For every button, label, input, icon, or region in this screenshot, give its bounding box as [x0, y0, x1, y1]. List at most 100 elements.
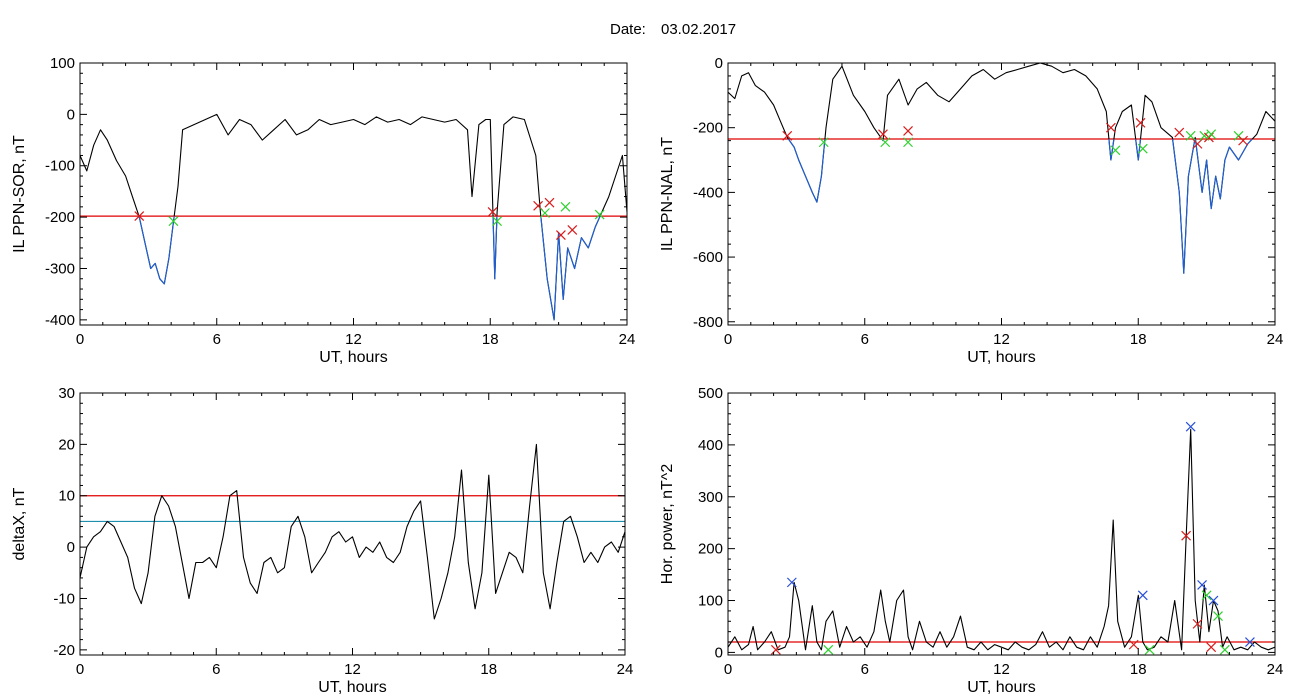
cross-marker-red: [1181, 530, 1192, 541]
cross-stroke: [168, 216, 179, 227]
y-tick-label: 0: [715, 55, 723, 72]
x-tick-label: 6: [212, 661, 220, 678]
cross-marker-red: [1128, 639, 1139, 650]
cross-marker-green: [1219, 644, 1230, 655]
cross-stroke: [1192, 138, 1203, 149]
cross-stroke: [878, 129, 888, 140]
cross-stroke: [487, 207, 498, 217]
series-group: [728, 428, 1275, 651]
series-highlight: [787, 138, 826, 203]
cross-stroke: [567, 225, 578, 235]
y-tick-label: 0: [67, 539, 75, 556]
cross-marker-blue: [1185, 421, 1196, 432]
x-tick-label: 0: [76, 661, 84, 678]
cross-stroke: [1174, 127, 1185, 138]
cross-marker-green: [168, 216, 179, 227]
y-tick-label: -10: [53, 590, 75, 607]
cross-marker-blue: [786, 577, 797, 588]
x-tick-label: 24: [617, 661, 634, 678]
cross-marker-red: [487, 207, 498, 217]
x-tick-label: 0: [724, 661, 732, 678]
cross-stroke: [880, 137, 891, 148]
y-tick-label: -200: [693, 120, 723, 137]
cross-marker-green: [823, 644, 834, 655]
date-label: Date:: [610, 21, 646, 38]
cross-stroke: [1197, 580, 1207, 590]
cross-marker-green: [1137, 143, 1148, 154]
x-tick-label: 18: [482, 331, 499, 348]
series-line: [728, 63, 1275, 274]
cross-marker-green: [880, 137, 891, 148]
cross-stroke: [1135, 117, 1146, 128]
series-highlight: [540, 215, 601, 321]
cross-marker-red: [1206, 642, 1217, 653]
cross-stroke: [1208, 595, 1219, 606]
series-highlight: [492, 216, 498, 280]
x-tick-label: 6: [213, 331, 221, 348]
y-tick-label: -200: [45, 209, 75, 226]
cross-marker-red: [1135, 117, 1146, 128]
y-tick-label: 20: [58, 436, 75, 453]
cross-stroke: [1181, 530, 1192, 541]
cross-stroke: [560, 201, 571, 212]
plot-frame: [79, 392, 626, 656]
cross-stroke: [1238, 135, 1249, 146]
cross-stroke: [770, 644, 781, 655]
panel-nal: 0 6 12 18 24 0 -200 -400 -600 -800 UT, hours IL PPN…: [659, 55, 1283, 366]
series-group: [80, 113, 627, 321]
x-tick-label: 12: [993, 661, 1010, 678]
cross-stroke: [555, 230, 566, 241]
x-tick-label: 6: [861, 331, 869, 348]
cross-stroke: [540, 208, 550, 218]
cross-stroke: [1144, 644, 1155, 655]
y-tick-label: -20: [53, 642, 75, 659]
cross-marker-green: [818, 137, 829, 148]
cross-marker-red: [1105, 122, 1116, 133]
cross-marker-blue: [1137, 590, 1148, 601]
y-tick-label: -400: [693, 184, 723, 201]
date-value: 03.02.2017: [661, 21, 736, 38]
cross-stroke: [594, 209, 605, 220]
cross-marker-red: [134, 211, 145, 222]
panel-power: 0 6 12 18 24 500 400 300 200 100 0 UT, hours Hor. po…: [659, 385, 1283, 696]
cross-marker-red: [770, 644, 781, 655]
cross-marker-green: [1144, 644, 1155, 655]
y-tick-label: 100: [698, 593, 723, 610]
x-tick-label: 24: [619, 331, 636, 348]
cross-marker-green: [1201, 590, 1212, 601]
y-tick-label: -400: [45, 312, 75, 329]
cross-marker-green: [594, 209, 605, 220]
y-axis-label: deltaX, nT: [11, 487, 28, 560]
y-tick-label: -300: [45, 260, 75, 277]
series-highlight: [1194, 138, 1253, 210]
y-tick-label: -800: [693, 314, 723, 331]
cross-stroke: [1185, 421, 1196, 432]
cross-marker-red: [903, 126, 913, 136]
x-axis-label: UT, hours: [967, 679, 1035, 696]
x-axis-label: UT, hours: [967, 349, 1035, 366]
cross-stroke: [1233, 130, 1244, 141]
cross-stroke: [1110, 145, 1121, 156]
y-tick-label: 30: [58, 385, 75, 402]
cross-stroke: [1213, 611, 1223, 622]
cross-stroke: [1219, 644, 1230, 655]
y-tick-label: -100: [45, 158, 75, 175]
cross-stroke: [1201, 590, 1212, 601]
y-tick-label: 10: [58, 488, 75, 505]
x-tick-label: 12: [993, 331, 1010, 348]
cross-stroke: [134, 211, 145, 222]
y-tick-label: 500: [698, 385, 723, 402]
cross-stroke: [1185, 130, 1196, 141]
x-tick-label: 18: [480, 661, 497, 678]
cross-marker-green: [1110, 145, 1121, 156]
series-group: [80, 443, 625, 620]
cross-stroke: [533, 200, 544, 211]
cross-marker-red: [878, 129, 888, 140]
cross-marker-blue: [1245, 637, 1255, 647]
cross-stroke: [782, 130, 793, 141]
cross-stroke: [823, 644, 834, 655]
series-highlight: [1135, 138, 1142, 161]
y-axis-label: IL PPN-NAL, nT: [659, 137, 676, 251]
series-highlight: [1108, 138, 1115, 161]
cross-marker-red: [782, 130, 793, 141]
